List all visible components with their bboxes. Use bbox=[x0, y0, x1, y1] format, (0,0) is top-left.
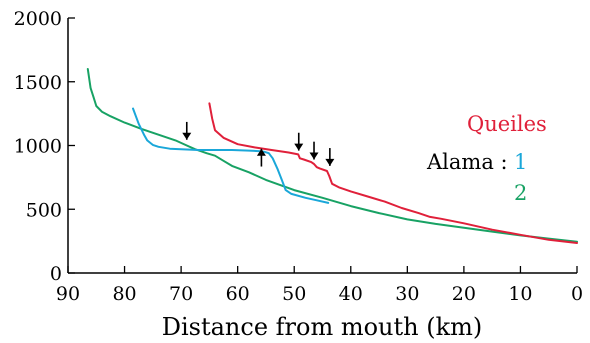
arrow-down-icon bbox=[294, 132, 304, 151]
series-line-alama2 bbox=[86, 68, 578, 243]
x-tick-label: 30 bbox=[395, 283, 419, 305]
axis-ticks: 0 500 1000 1500 2000 90 80 70 60 50 40 30 20 10 0 bbox=[14, 8, 583, 305]
x-tick-label: 80 bbox=[112, 283, 136, 305]
x-tick-label: 20 bbox=[452, 283, 476, 305]
legend-queiles-label: Queiles bbox=[467, 112, 547, 136]
legend-key-2: 2 bbox=[514, 181, 527, 205]
x-tick-label: 50 bbox=[282, 283, 306, 305]
x-tick-label: 40 bbox=[339, 283, 363, 305]
y-tick-label: 1500 bbox=[14, 72, 62, 94]
y-tick-label: 0 bbox=[50, 263, 62, 285]
x-tick-label: 10 bbox=[508, 283, 532, 305]
y-tick-label: 1000 bbox=[14, 136, 62, 158]
series-line-alama1 bbox=[132, 107, 330, 204]
arrow-down-icon bbox=[325, 148, 335, 166]
series-line-queiles bbox=[208, 102, 578, 244]
legend-alama-label: Alama : bbox=[426, 150, 508, 174]
arrow-down-icon bbox=[182, 121, 192, 140]
plot-frame bbox=[67, 18, 577, 274]
x-tick-label: 70 bbox=[169, 283, 193, 305]
x-tick-label: 0 bbox=[571, 283, 583, 305]
arrow-up-icon bbox=[256, 148, 266, 167]
series-lines bbox=[86, 68, 578, 244]
x-axis-title: Distance from mouth (km) bbox=[162, 313, 483, 341]
x-tick-label: 60 bbox=[226, 283, 250, 305]
legend-key-1: 1 bbox=[514, 150, 527, 174]
y-tick-label: 2000 bbox=[14, 8, 62, 30]
x-tick-label: 90 bbox=[56, 283, 80, 305]
annotation-arrows bbox=[182, 121, 335, 167]
y-tick-label: 500 bbox=[26, 199, 62, 221]
arrow-down-icon bbox=[309, 141, 319, 160]
